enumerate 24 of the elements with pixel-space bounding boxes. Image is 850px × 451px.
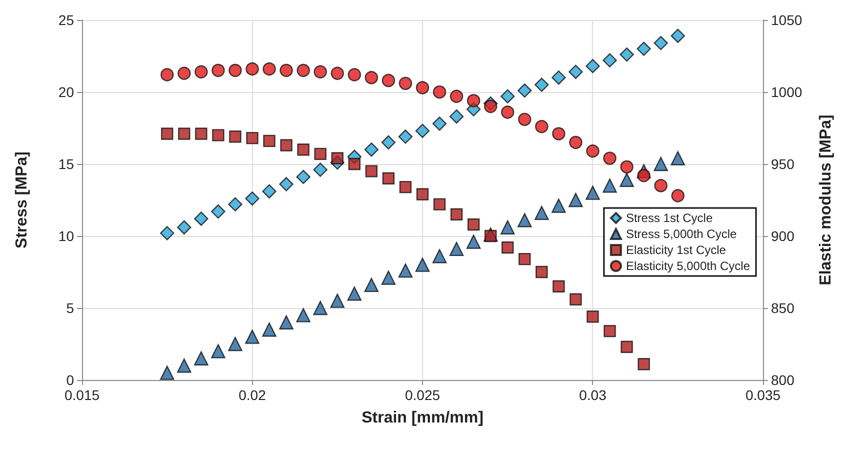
y2-tick-label: 1050 [771,12,802,28]
y-tick-label: 10 [58,228,74,244]
x-tick-label: 0.03 [579,387,607,403]
x-tick-label: 0.035 [745,387,781,403]
x-axis-title: Strain [mm/mm] [362,410,484,426]
y2-tick-label: 950 [771,156,795,172]
y-tick-label: 0 [66,372,74,388]
x-tick-label: 0.025 [404,387,440,403]
legend-label: Elasticity 1st Cycle [626,243,726,257]
y2-tick-label: 850 [771,300,795,316]
y-tick-label: 15 [58,156,74,172]
legend-label: Stress 5,000th Cycle [626,227,737,241]
x-tick-label: 0.02 [238,387,266,403]
y-tick-label: 20 [58,84,74,100]
y-axis-title: Stress [MPa] [14,152,30,248]
x-tick-label: 0.015 [64,387,100,403]
y2-tick-label: 800 [771,372,795,388]
y2-tick-label: 900 [771,228,795,244]
y2-axis-title: Elastic modulus [MPa] [818,114,834,286]
y2-tick-label: 1000 [771,84,802,100]
legend-label: Stress 1st Cycle [626,211,713,225]
y-tick-label: 5 [66,300,74,316]
legend-label: Elasticity 5,000th Cycle [626,259,750,273]
y-tick-label: 25 [58,12,74,28]
